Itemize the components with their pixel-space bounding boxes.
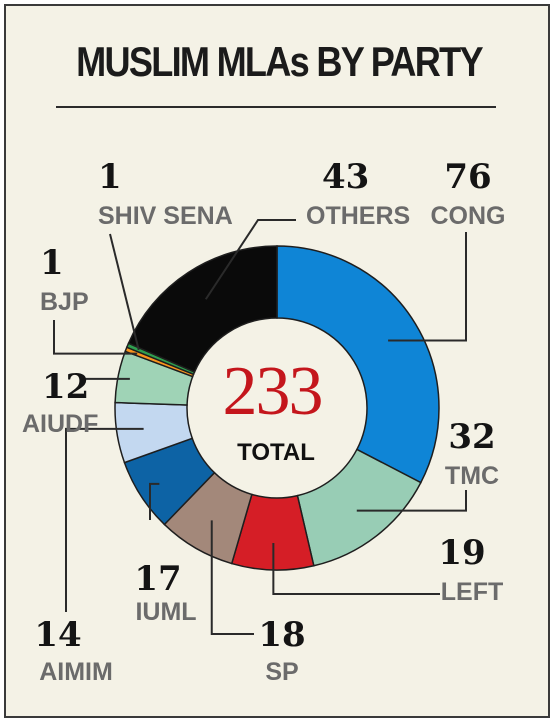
slice-cong [276,245,440,484]
title-rule [56,106,496,108]
chart-title: MUSLIM MLAs BY PARTY [76,38,483,85]
leader-others [204,219,296,300]
bjp-label: BJP [40,288,89,316]
others-value: 43 [322,157,369,197]
cong-value: 76 [444,157,491,197]
chart-frame: MUSLIM MLAs BY PARTY [4,4,550,718]
aimim-label: AIMIM [39,658,113,686]
tmc-value: 32 [448,417,495,457]
left-value: 19 [438,533,485,573]
leader-shiv-sena [109,233,140,351]
shiv-sena-value: 1 [98,157,122,197]
total-label: TOTAL [237,439,315,466]
leader-cong [388,232,467,342]
others-label: OTHERS [306,202,410,230]
sp-value: 18 [258,615,305,655]
leader-aimim [65,427,144,612]
tmc-label: TMC [445,462,499,490]
leader-tmc [356,490,467,512]
slice-others [127,245,278,374]
bjp-value: 1 [40,243,64,283]
aimim-value: 14 [34,615,81,655]
aiudf-label: AIUDF [22,410,98,438]
leader-iuml [149,482,160,520]
leader-bjp [53,320,138,355]
left-label: LEFT [441,578,504,606]
donut-slices [114,245,440,571]
shiv-sena-label: SHIV SENA [98,202,233,230]
cong-label: CONG [431,202,506,230]
leader-left [272,542,440,595]
iuml-label: IUML [135,598,196,626]
leader-lines [53,219,467,635]
leader-sp [210,520,254,635]
sp-label: SP [265,658,298,686]
iuml-value: 17 [134,559,181,599]
aiudf-value: 12 [42,367,89,407]
total-value: 233 [223,353,322,430]
